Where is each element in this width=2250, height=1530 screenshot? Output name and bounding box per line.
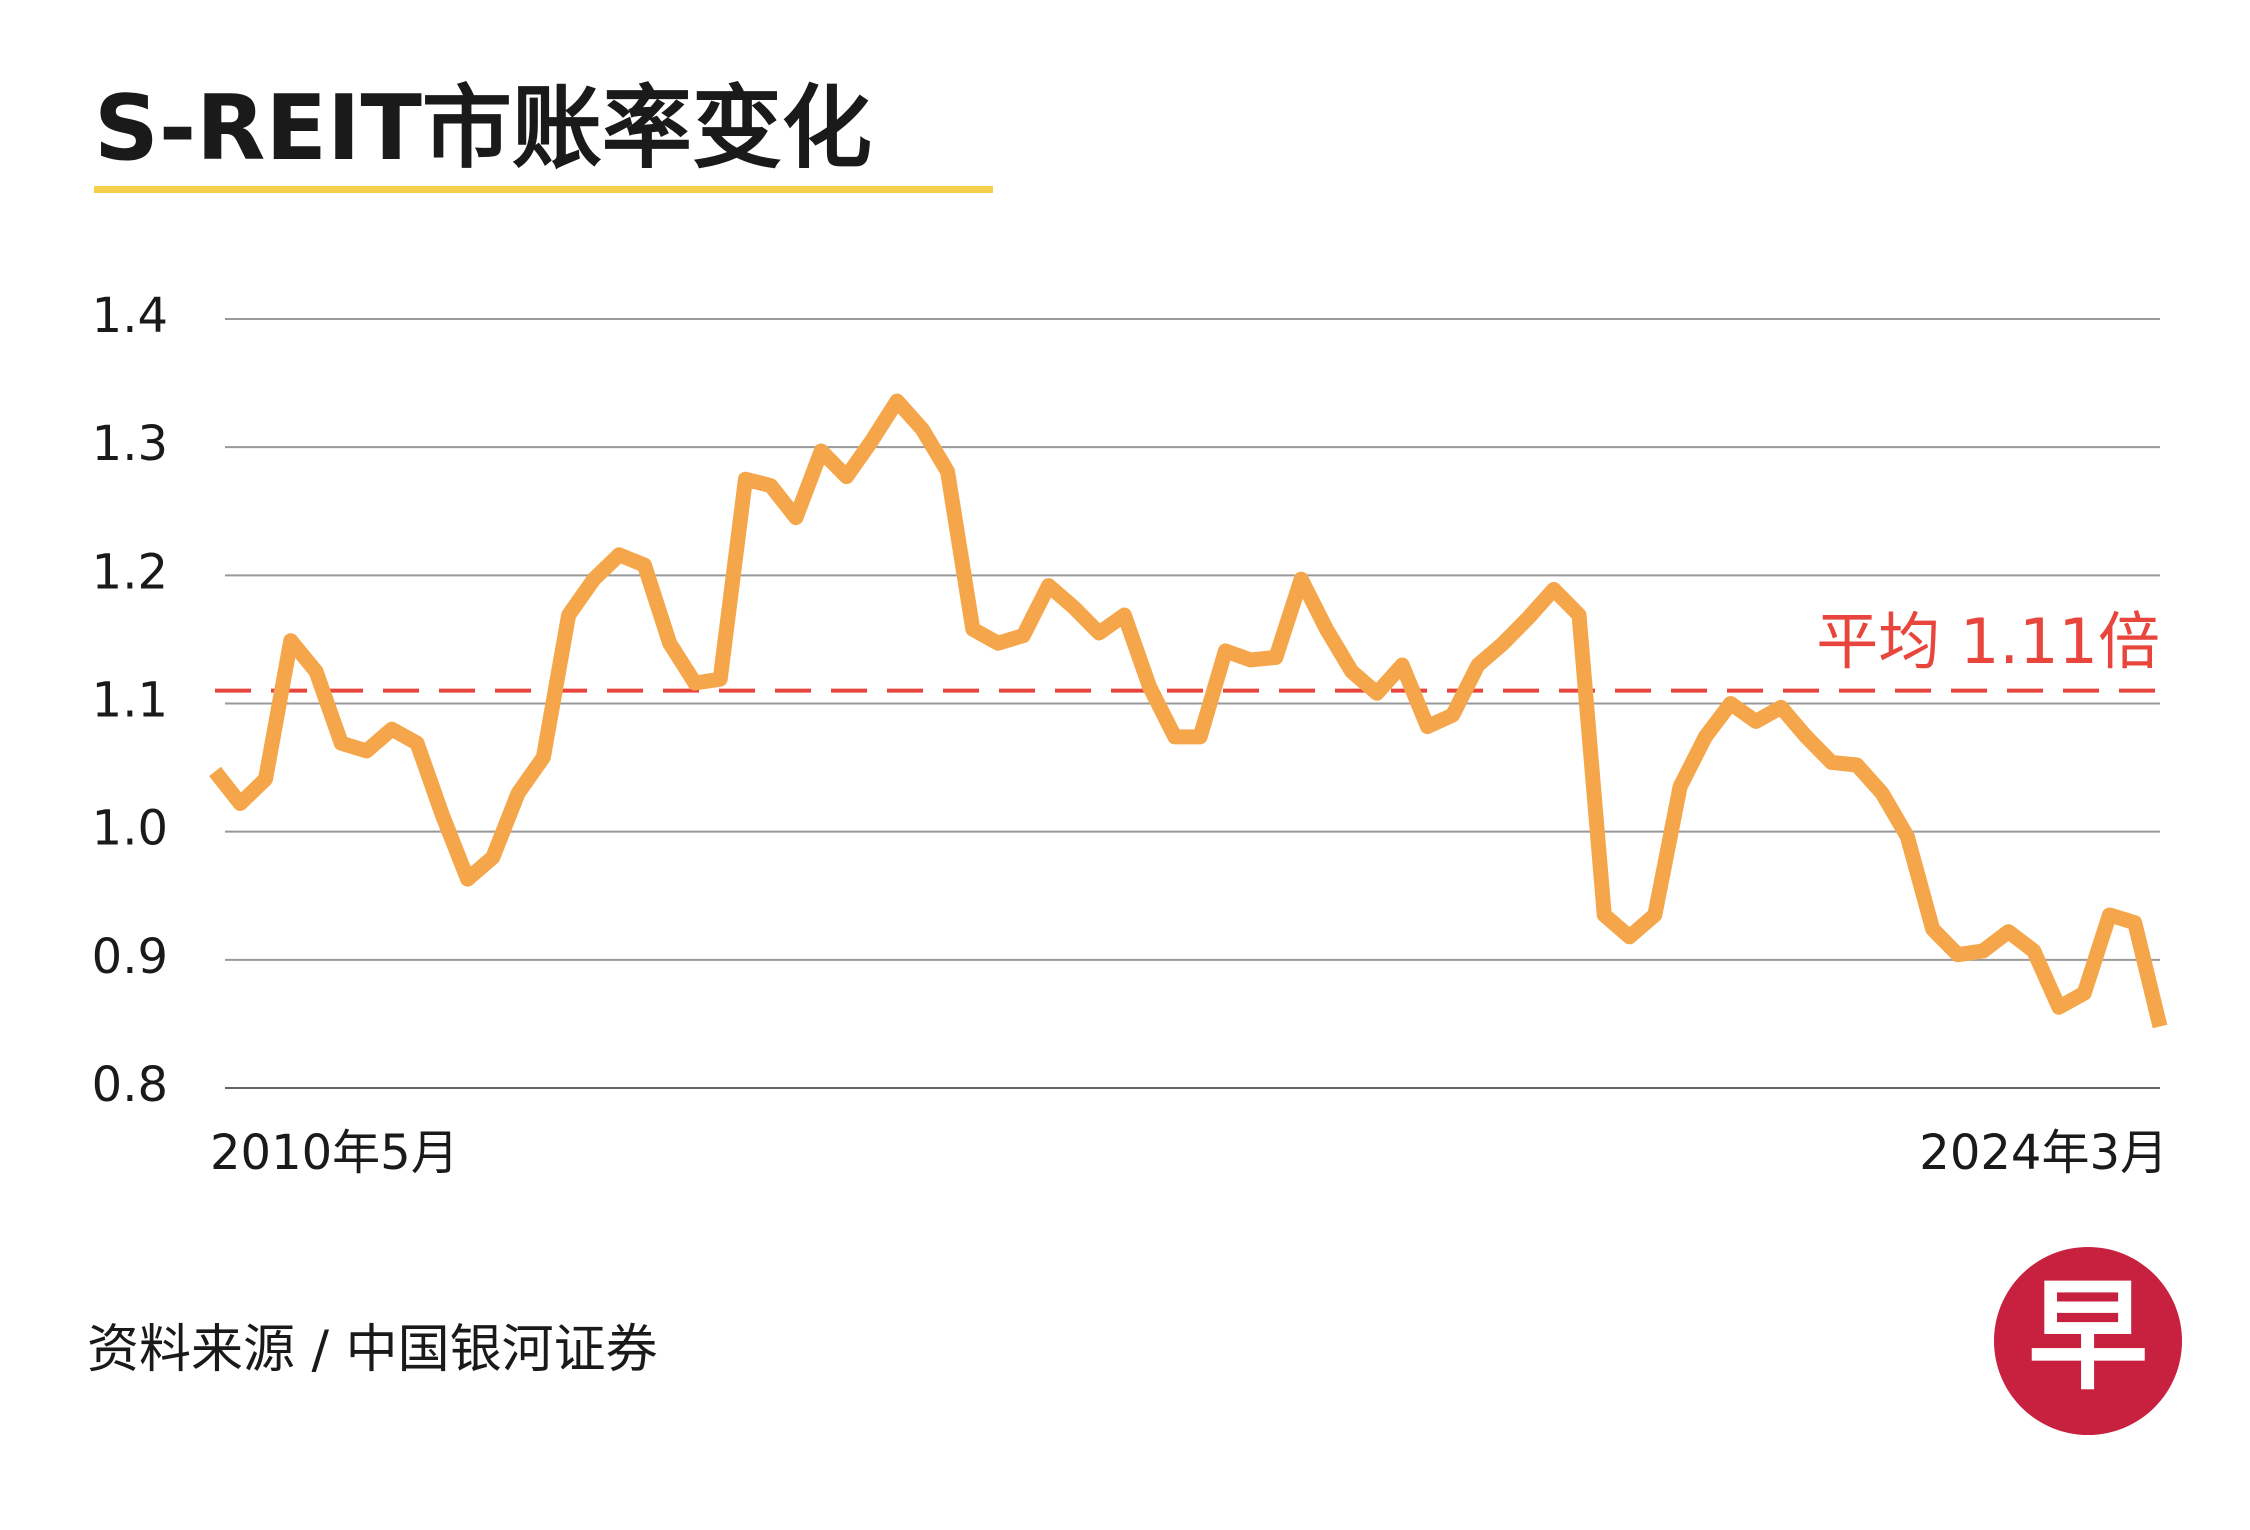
title-underline <box>94 186 993 193</box>
line-series <box>209 393 2168 1029</box>
logo-circle <box>1994 1247 2182 1435</box>
y-tick-label: 0.9 <box>92 929 168 985</box>
x-tick-label: 2010年5月 <box>210 1125 459 1181</box>
y-tick-label: 0.8 <box>92 1057 168 1113</box>
source: 资料来源 / 中国银河证券 <box>87 1320 658 1380</box>
x-tick-label: 2024年3月 <box>1919 1125 2168 1181</box>
y-tick-label: 1.4 <box>92 288 168 344</box>
average-label: 平均 1.11倍 <box>1816 605 2160 678</box>
chart-title: S-REIT市账率变化 <box>94 76 872 181</box>
y-tick-label: 1.0 <box>92 801 168 857</box>
logo: 早 <box>2028 1268 2148 1407</box>
y-tick-label: 1.2 <box>92 544 168 600</box>
y-tick-label: 1.3 <box>92 416 168 472</box>
y-tick-label: 1.1 <box>92 673 168 729</box>
